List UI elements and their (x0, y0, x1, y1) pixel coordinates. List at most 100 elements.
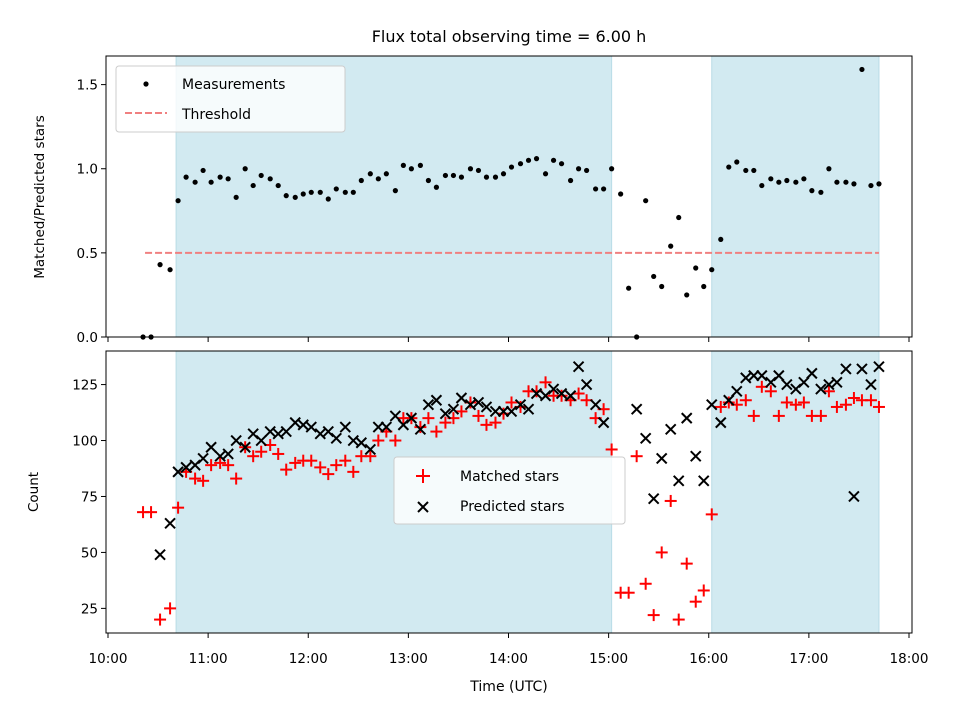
legend-threshold-label: Threshold (181, 107, 251, 123)
matched-star-point (639, 577, 652, 590)
matched-star-point (680, 557, 693, 570)
predicted-star-point (272, 428, 284, 440)
predicted-star-point (505, 405, 518, 418)
predicted-star-point (740, 372, 752, 384)
predicted-star-point (831, 376, 843, 389)
matched-star-point (480, 418, 493, 431)
measurement-point (157, 262, 163, 268)
legend-matched-label: Matched stars (460, 469, 559, 485)
y-tick-label: 1.5 (77, 78, 98, 94)
panel-ratio: 0.0 0.5 1.0 1.5 Matched/Predicted stars Mea… (32, 55, 913, 346)
matched-star-point (689, 595, 702, 608)
predicted-star-point (439, 407, 452, 420)
measurement-point (517, 161, 524, 167)
predicted-star-point (205, 441, 217, 453)
matched-star-point (422, 412, 435, 425)
predicted-star-point (564, 390, 577, 402)
x-tick-label: 10:00 (89, 651, 128, 667)
measurement-point (167, 267, 173, 273)
predicted-star-point (756, 369, 768, 382)
measurement-point (492, 174, 499, 180)
measurement-point (768, 176, 774, 182)
measurement-point (868, 182, 874, 189)
measurement-point (876, 181, 882, 187)
measurement-point (467, 166, 474, 172)
matched-star-point (672, 613, 685, 626)
matched-star-point (280, 463, 293, 476)
matched-star-point (714, 400, 727, 413)
legend-predicted-marker (417, 501, 429, 513)
measurement-point (751, 167, 757, 174)
matched-star-point (705, 508, 718, 521)
matched-star-point (647, 609, 660, 622)
matched-star-point (822, 385, 835, 398)
x-tick-label: 16:00 (689, 651, 728, 667)
matched-star-point (255, 445, 268, 458)
measurement-point (325, 196, 331, 202)
matched-star-point (764, 385, 777, 398)
matched-star-point (772, 409, 785, 422)
measurement-point (709, 267, 715, 273)
matched-star-point (154, 613, 167, 626)
measurement-point (693, 265, 699, 271)
measurement-point (333, 186, 339, 192)
predicted-star-point (773, 369, 785, 382)
matched-star-point (372, 434, 385, 447)
predicted-star-point (222, 448, 234, 460)
measurement-point (809, 188, 815, 194)
chart-title: Flux total observing time = 6.00 h (372, 27, 647, 46)
measurement-point (425, 177, 431, 184)
predicted-star-point (530, 387, 543, 400)
measurement-point (859, 66, 865, 73)
measurement-point (283, 193, 289, 199)
predicted-star-point (305, 421, 317, 433)
predicted-star-point (673, 475, 685, 487)
matched-star-point (145, 506, 158, 519)
matched-star-point (489, 416, 502, 429)
predicted-star-point (873, 360, 885, 373)
measurement-point (834, 179, 840, 185)
measurement-point (475, 167, 482, 174)
observing-interval-shade (711, 56, 879, 337)
predicted-star-point (639, 432, 652, 444)
predicted-star-point (630, 403, 643, 415)
matched-star-point (814, 409, 827, 422)
matched-star-point (339, 454, 352, 467)
matched-star-point (330, 459, 343, 472)
matched-star-point (172, 501, 185, 514)
measurement-point (433, 184, 440, 190)
y-tick-label: 50 (81, 545, 98, 561)
measurement-point (676, 214, 682, 221)
y-tick-label: 100 (72, 434, 98, 450)
measurement-point (258, 172, 264, 179)
predicted-star-point (464, 399, 477, 411)
panel-counts-frame (105, 350, 913, 634)
matched-star-point (664, 494, 677, 507)
predicted-star-point (197, 452, 209, 465)
measurement-point (442, 172, 449, 179)
matched-star-point (322, 468, 335, 481)
predicted-star-point (480, 401, 493, 413)
predicted-star-point (472, 396, 485, 409)
measurement-point (275, 182, 281, 189)
x-tick-label: 14:00 (489, 651, 528, 667)
measurement-point (292, 194, 298, 200)
matched-star-point (789, 398, 802, 411)
predicted-star-point (255, 434, 267, 447)
predicted-star-point (289, 416, 301, 429)
predicted-star-point (172, 466, 184, 478)
measurement-point (317, 189, 323, 195)
legend-measurements-marker (143, 81, 149, 87)
matched-star-point (630, 450, 643, 463)
measurement-point (525, 157, 532, 163)
measurement-point (784, 177, 790, 184)
measurement-point (776, 179, 782, 185)
predicted-star-point (706, 399, 718, 411)
predicted-star-point (848, 490, 860, 503)
predicted-star-point (514, 399, 527, 411)
measurement-point (826, 166, 832, 172)
predicted-star-point (815, 383, 827, 395)
measurement-point (392, 188, 398, 194)
measurement-point (508, 164, 515, 170)
predicted-star-point (781, 378, 793, 391)
